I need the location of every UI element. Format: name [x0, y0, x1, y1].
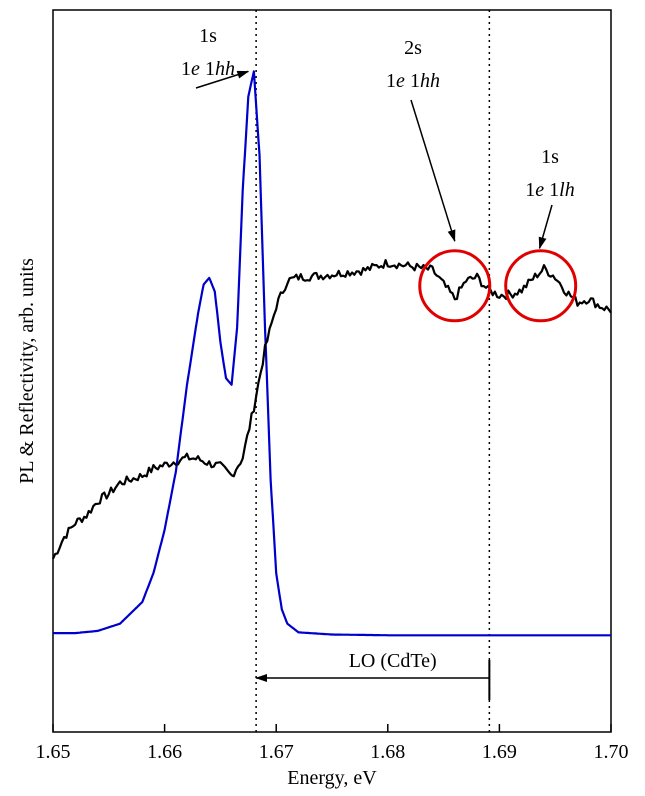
annotation-state-1: 1s [199, 25, 217, 47]
annotation-state-2: 2s [404, 37, 422, 59]
highlight-circle-2 [504, 249, 578, 323]
annotation-arrow-2 [410, 99, 456, 242]
x-tick-label: 1.70 [594, 741, 629, 763]
annotation-arrow-1 [195, 70, 250, 89]
y-axis-title: PL & Reflectivity, arb. units [16, 258, 38, 484]
annotation-transition-2: 1e 1hh [386, 70, 440, 92]
plot-frame [52, 9, 612, 733]
x-tick-label: 1.65 [36, 741, 71, 763]
series-pl-line [53, 70, 611, 637]
annotation-transition-3: 1e 1lh [525, 179, 574, 201]
x-tick-label: 1.66 [147, 741, 182, 763]
annotation-transition-1: 1e 1hh [181, 58, 235, 80]
annotation-state-3: 1s [541, 146, 559, 168]
x-tick-label: 1.69 [482, 741, 517, 763]
series-reflectivity-line [51, 259, 612, 560]
lo-label: LO (CdTe) [349, 650, 437, 672]
x-tick-label: 1.68 [370, 741, 405, 763]
highlight-circle-1 [418, 249, 492, 323]
x-axis-title: Energy, eV [287, 767, 377, 789]
x-tick-label: 1.67 [259, 741, 294, 763]
annotation-arrow-3 [538, 204, 553, 250]
